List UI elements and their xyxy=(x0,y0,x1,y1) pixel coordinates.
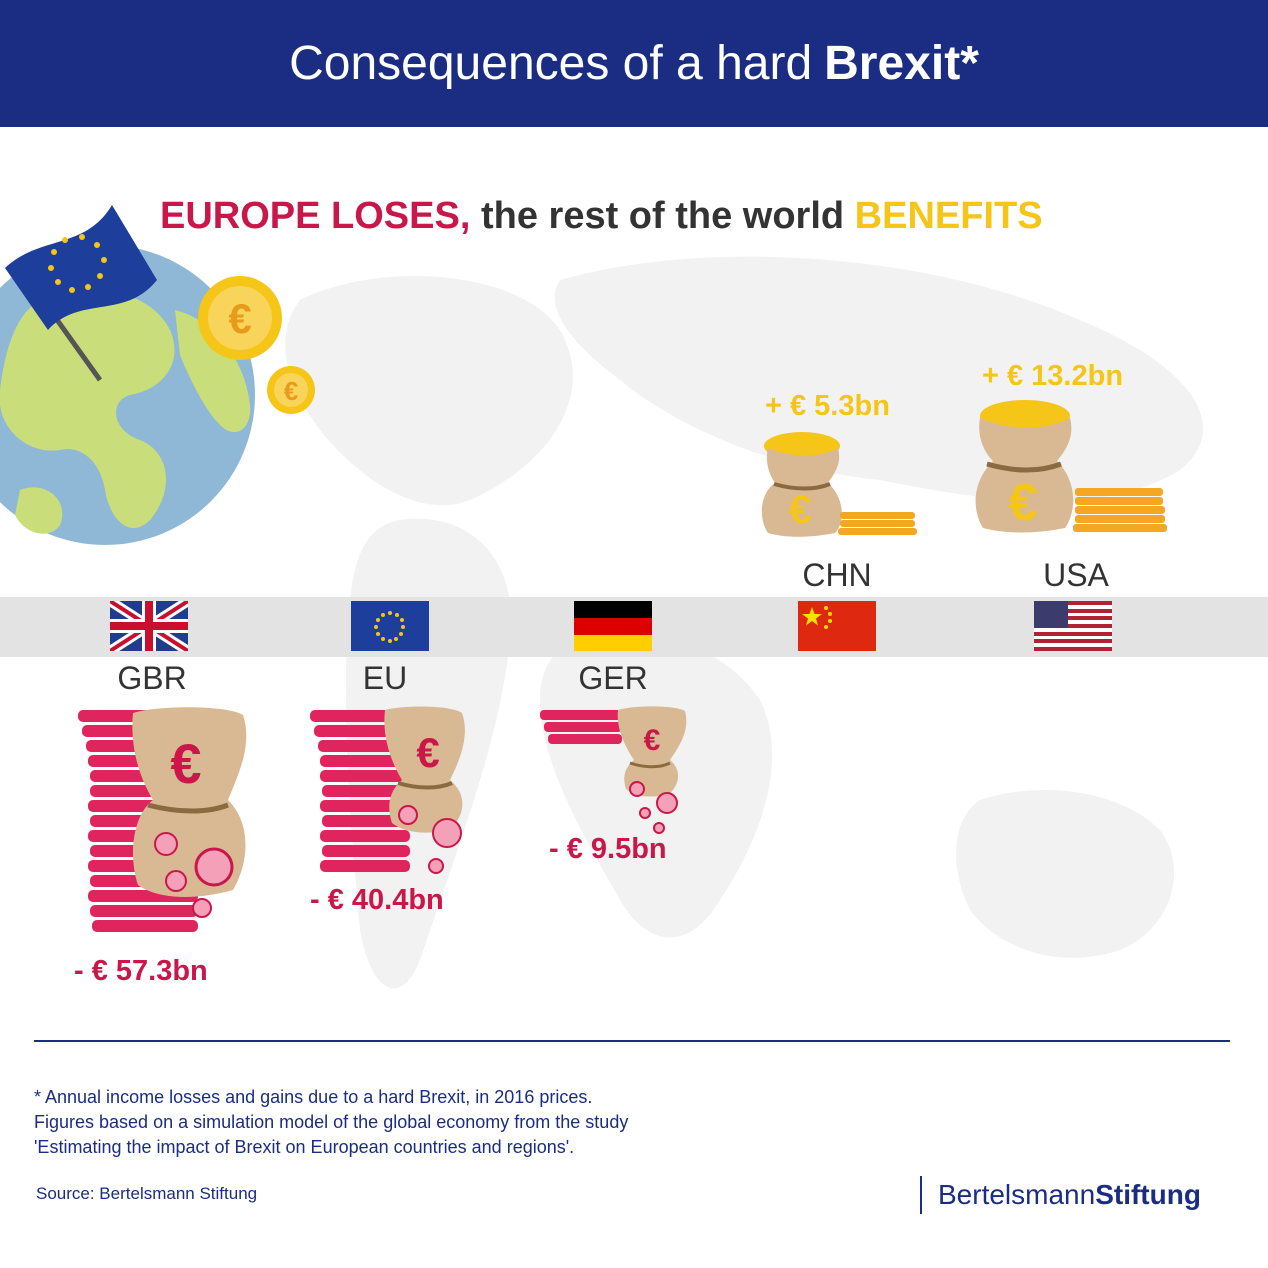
eu-flag-icon xyxy=(5,205,157,330)
header-title-regular: Consequences of a hard xyxy=(289,37,813,90)
chn-flag-icon xyxy=(798,601,876,651)
subtitle-win: BENEFITS xyxy=(854,195,1043,237)
brand-bold: Stiftung xyxy=(1095,1179,1201,1210)
chn-money-bag-icon: € xyxy=(761,432,917,537)
country-label-eu: EU xyxy=(362,660,408,696)
country-label-chn: CHN xyxy=(802,557,872,593)
eu-stars-icon xyxy=(48,234,107,293)
gbr-bag-symbol: € xyxy=(170,732,201,795)
eu-money-bag-icon: € xyxy=(310,706,465,874)
usa-money-bag-icon: € xyxy=(975,400,1167,533)
footer-divider xyxy=(34,1040,1230,1042)
coin-symbol-small: € xyxy=(284,376,298,406)
ger-flag-icon xyxy=(574,601,652,651)
eu-value: - € 40.4bn xyxy=(310,884,444,916)
coin-symbol-large: € xyxy=(228,295,251,342)
subtitle: EUROPE LOSES, the rest of the world BENE… xyxy=(160,195,1043,238)
footnote-line-2: Figures based on a simulation model of t… xyxy=(34,1112,629,1132)
gold-coin-small-icon xyxy=(267,366,315,414)
gbr-money-bag-icon: € xyxy=(78,707,247,932)
globe-illustration: € € xyxy=(0,205,315,545)
gbr-value: - € 57.3bn xyxy=(74,955,208,987)
eu-bag-symbol: € xyxy=(416,729,439,776)
country-label-ger: GER xyxy=(578,660,648,696)
ger-value: - € 9.5bn xyxy=(549,833,667,865)
footnote: * Annual income losses and gains due to … xyxy=(34,1085,628,1160)
source-text: Source: Bertelsmann Stiftung xyxy=(36,1184,258,1203)
subtitle-lose: EUROPE LOSES, xyxy=(160,195,471,237)
gold-coin-large-icon xyxy=(198,276,282,360)
header-banner: Consequences of a hard Brexit* xyxy=(0,0,1268,127)
gbr-flag-icon xyxy=(110,601,188,651)
usa-flag-icon xyxy=(1034,601,1112,651)
brand-regular: Bertelsmann xyxy=(938,1179,1096,1210)
usa-value: + € 13.2bn xyxy=(982,360,1124,392)
country-label-gbr: GBR xyxy=(117,660,187,696)
chn-value: + € 5.3bn xyxy=(765,390,890,422)
eu-flag-small-icon xyxy=(351,601,429,651)
header-title-bold: Brexit* xyxy=(824,37,979,90)
country-label-usa: USA xyxy=(1043,557,1109,593)
usa-bag-symbol: € xyxy=(1009,474,1038,532)
footnote-line-1: * Annual income losses and gains due to … xyxy=(34,1087,593,1107)
chn-bag-symbol: € xyxy=(789,488,811,532)
brand-logo: BertelsmannStiftung xyxy=(920,1176,1201,1214)
ger-money-bag-icon: € xyxy=(540,706,687,834)
footnote-line-3: 'Estimating the impact of Brexit on Euro… xyxy=(34,1137,575,1157)
subtitle-middle: the rest of the world xyxy=(480,195,845,237)
ger-bag-symbol: € xyxy=(644,724,661,757)
